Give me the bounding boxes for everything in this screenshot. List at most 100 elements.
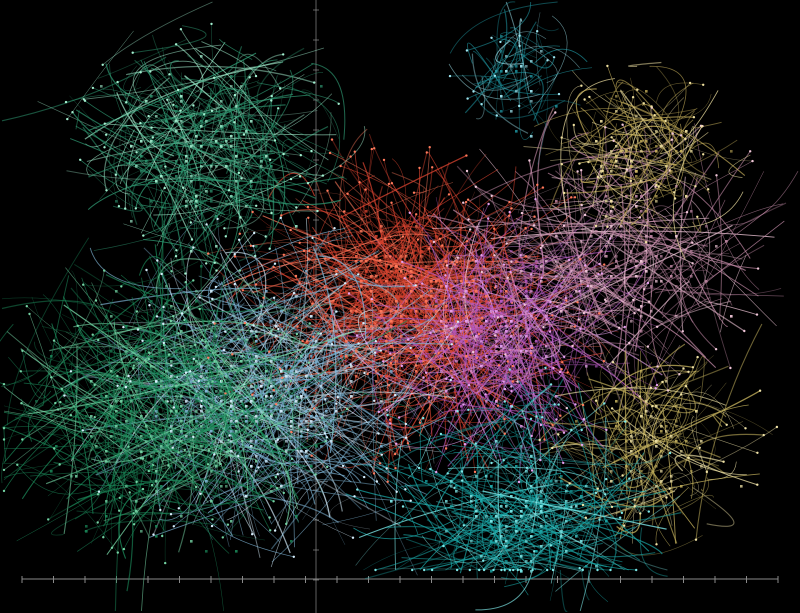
core-node <box>530 75 533 78</box>
edge <box>537 384 564 431</box>
core-node <box>240 85 243 88</box>
edge <box>579 145 647 194</box>
leaf-node <box>56 408 60 411</box>
core-node <box>615 255 618 258</box>
core-node <box>565 550 568 553</box>
edge <box>576 519 594 556</box>
leaf-node <box>534 198 537 201</box>
leaf-node <box>409 499 412 502</box>
core-node <box>660 430 663 433</box>
core-node <box>180 420 183 423</box>
edge <box>178 89 345 159</box>
edge <box>206 328 435 367</box>
edge <box>70 287 146 358</box>
core-node <box>535 295 538 298</box>
leaf-node <box>577 318 580 321</box>
leaf-node <box>508 210 511 214</box>
edge <box>370 270 383 386</box>
edge <box>23 382 179 453</box>
core-node <box>595 565 598 568</box>
edge <box>150 135 286 194</box>
leaf-node <box>401 235 405 238</box>
core-node <box>490 245 493 248</box>
leaf-node <box>432 240 436 244</box>
edge <box>156 361 245 414</box>
edge <box>502 45 561 82</box>
edge <box>561 309 639 318</box>
edge <box>608 480 651 518</box>
edge <box>119 73 173 187</box>
core-node <box>90 435 93 438</box>
leaf-node <box>311 236 314 240</box>
core-node <box>610 170 613 173</box>
leaf-node <box>116 80 119 84</box>
leaf-node <box>91 333 94 336</box>
leaf-node <box>563 355 566 359</box>
leaf-node <box>560 368 563 371</box>
edge <box>235 94 311 113</box>
core-node <box>115 395 118 398</box>
edge <box>482 490 667 530</box>
leaf-node <box>365 342 368 345</box>
leaf-node <box>190 238 194 241</box>
core-node <box>335 410 338 413</box>
core-node <box>475 310 478 313</box>
leaf-node <box>219 462 222 466</box>
leaf-node <box>581 568 584 572</box>
edge <box>483 243 664 273</box>
leaf-node <box>298 282 301 285</box>
core-node <box>405 255 408 258</box>
core-node <box>365 315 368 318</box>
core-node <box>110 405 113 408</box>
edge <box>453 479 574 524</box>
leaf-node <box>324 398 327 401</box>
leaf-node <box>694 538 698 541</box>
edge <box>519 418 557 558</box>
core-node <box>500 350 503 353</box>
leaf-node <box>167 487 170 490</box>
leaf-node <box>508 368 511 371</box>
core-node <box>455 320 458 323</box>
leaf-node <box>580 443 584 447</box>
core-node <box>280 380 283 383</box>
core-node <box>395 270 398 273</box>
core-node <box>260 415 263 418</box>
edge <box>241 322 364 412</box>
edge <box>117 82 277 161</box>
core-node <box>270 485 273 488</box>
core-node <box>200 410 203 413</box>
core-node <box>180 395 183 398</box>
leaf-node <box>184 272 187 275</box>
edge <box>419 519 473 571</box>
core-node <box>195 360 198 363</box>
edge <box>639 527 668 577</box>
edge <box>280 353 476 370</box>
core-node <box>370 290 373 293</box>
core-node <box>470 275 473 278</box>
core-node <box>465 280 468 283</box>
core-node <box>450 350 453 353</box>
edge <box>660 82 694 154</box>
edge <box>451 455 621 469</box>
edge <box>274 394 358 531</box>
edge <box>220 121 235 130</box>
leaf-node <box>462 524 465 527</box>
edge <box>582 181 676 235</box>
edge <box>505 374 573 459</box>
core-node <box>300 435 303 438</box>
core-node <box>510 370 513 373</box>
core-node <box>570 270 573 273</box>
leaf-node <box>120 285 123 288</box>
leaf-node <box>243 321 247 325</box>
leaf-node <box>145 268 148 272</box>
core-node <box>275 440 278 443</box>
edge <box>535 12 541 86</box>
leaf-node <box>517 480 521 484</box>
edge <box>303 344 381 353</box>
leaf-node <box>455 568 459 572</box>
edge <box>183 152 247 188</box>
edge <box>148 337 189 370</box>
core-node <box>175 160 178 163</box>
edge <box>180 290 317 344</box>
edge <box>443 504 543 571</box>
